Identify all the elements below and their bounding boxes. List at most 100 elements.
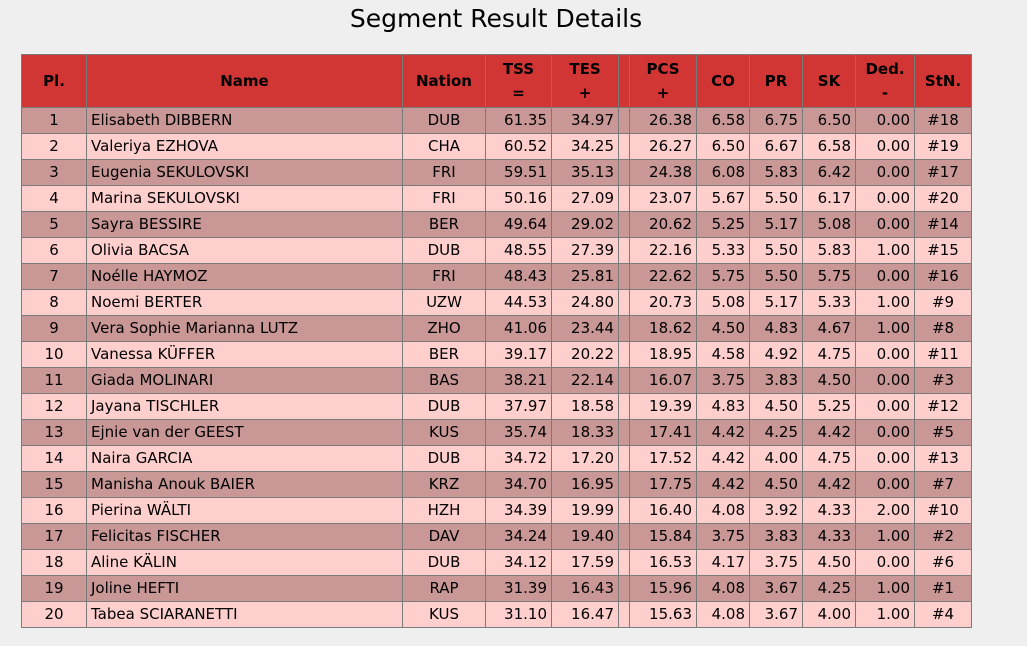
cell-separator	[618, 575, 630, 602]
cell-name: Felicitas FISCHER	[86, 523, 403, 550]
cell-tes: 27.39	[551, 237, 619, 264]
cell-co: 4.42	[696, 445, 750, 472]
header-pcs-operator: +	[656, 84, 670, 102]
header-co: CO	[696, 54, 750, 108]
cell-pcs: 17.75	[629, 471, 697, 498]
cell-pcs: 26.38	[629, 107, 697, 134]
cell-pr: 6.67	[749, 133, 803, 160]
cell-pl: 5	[21, 211, 87, 238]
header-ded: Ded. -	[855, 54, 915, 108]
cell-ded: 2.00	[855, 497, 915, 524]
cell-pl: 8	[21, 289, 87, 316]
cell-tes: 35.13	[551, 159, 619, 186]
cell-pcs: 26.27	[629, 133, 697, 160]
cell-tes: 19.99	[551, 497, 619, 524]
cell-pr: 6.75	[749, 107, 803, 134]
cell-nation: KUS	[402, 419, 486, 446]
cell-separator	[618, 107, 630, 134]
cell-ded: 1.00	[855, 237, 915, 264]
cell-co: 4.17	[696, 549, 750, 576]
cell-pr: 5.17	[749, 289, 803, 316]
cell-pr: 5.17	[749, 211, 803, 238]
table-row: 5 Sayra BESSIRE BER 49.64 29.02 20.62 5.25 5.17…	[21, 211, 972, 238]
cell-pcs: 16.40	[629, 497, 697, 524]
cell-name: Joline HEFTI	[86, 575, 403, 602]
cell-sk: 5.83	[802, 237, 856, 264]
cell-nation: CHA	[402, 133, 486, 160]
cell-tes: 18.58	[551, 393, 619, 420]
cell-nation: KUS	[402, 601, 486, 628]
cell-pl: 4	[21, 185, 87, 212]
cell-tss: 37.97	[485, 393, 552, 420]
cell-pcs: 18.62	[629, 315, 697, 342]
cell-stn: #15	[914, 237, 972, 264]
table-row: 1 Elisabeth DIBBERN DUB 61.35 34.97 26.38 6.58…	[21, 107, 972, 134]
table-row: 2 Valeriya EZHOVA CHA 60.52 34.25 26.27 6.50 6.…	[21, 133, 972, 160]
cell-tss: 49.64	[485, 211, 552, 238]
cell-pcs: 23.07	[629, 185, 697, 212]
cell-nation: DUB	[402, 237, 486, 264]
cell-pr: 5.50	[749, 263, 803, 290]
cell-pcs: 16.07	[629, 367, 697, 394]
cell-pcs: 17.52	[629, 445, 697, 472]
cell-sk: 4.25	[802, 575, 856, 602]
cell-separator	[618, 471, 630, 498]
cell-tss: 39.17	[485, 341, 552, 368]
cell-co: 4.42	[696, 471, 750, 498]
cell-ded: 0.00	[855, 367, 915, 394]
cell-name: Tabea SCIARANETTI	[86, 601, 403, 628]
cell-ded: 0.00	[855, 133, 915, 160]
cell-separator	[618, 237, 630, 264]
cell-pcs: 20.73	[629, 289, 697, 316]
cell-nation: UZW	[402, 289, 486, 316]
cell-pcs: 22.62	[629, 263, 697, 290]
cell-co: 4.08	[696, 601, 750, 628]
cell-pl: 7	[21, 263, 87, 290]
cell-tes: 16.43	[551, 575, 619, 602]
cell-pl: 10	[21, 341, 87, 368]
cell-stn: #5	[914, 419, 972, 446]
cell-tss: 31.39	[485, 575, 552, 602]
cell-co: 4.50	[696, 315, 750, 342]
cell-sk: 6.58	[802, 133, 856, 160]
cell-sk: 4.50	[802, 367, 856, 394]
cell-tss: 34.72	[485, 445, 552, 472]
cell-ded: 0.00	[855, 393, 915, 420]
cell-name: Eugenia SEKULOVSKI	[86, 159, 403, 186]
table-row: 11 Giada MOLINARI BAS 38.21 22.14 16.07 3.75 3.…	[21, 367, 972, 394]
cell-pcs: 24.38	[629, 159, 697, 186]
cell-pcs: 16.53	[629, 549, 697, 576]
cell-pr: 3.92	[749, 497, 803, 524]
cell-tes: 24.80	[551, 289, 619, 316]
cell-name: Jayana TISCHLER	[86, 393, 403, 420]
cell-nation: ZHO	[402, 315, 486, 342]
cell-pl: 13	[21, 419, 87, 446]
cell-nation: BAS	[402, 367, 486, 394]
cell-stn: #12	[914, 393, 972, 420]
table-row: 17 Felicitas FISCHER DAV 34.24 19.40 15.84 3.7…	[21, 523, 972, 550]
table-row: 8 Noemi BERTER UZW 44.53 24.80 20.73 5.08 5.17 5…	[21, 289, 972, 316]
cell-tes: 20.22	[551, 341, 619, 368]
cell-ded: 0.00	[855, 185, 915, 212]
cell-pl: 18	[21, 549, 87, 576]
header-ded-label: Ded.	[865, 60, 905, 78]
cell-separator	[618, 393, 630, 420]
cell-ded: 0.00	[855, 549, 915, 576]
cell-pr: 3.83	[749, 367, 803, 394]
cell-co: 5.25	[696, 211, 750, 238]
cell-separator	[618, 263, 630, 290]
table-row: 15 Manisha Anouk BAIER KRZ 34.70 16.95 17.75 4…	[21, 471, 972, 498]
cell-tes: 34.97	[551, 107, 619, 134]
cell-stn: #17	[914, 159, 972, 186]
header-row: Pl. Name Nation TSS = TES + PCS + CO PR …	[21, 54, 972, 108]
cell-co: 4.08	[696, 497, 750, 524]
cell-sk: 4.00	[802, 601, 856, 628]
header-nation: Nation	[402, 54, 486, 108]
cell-pl: 14	[21, 445, 87, 472]
cell-ded: 0.00	[855, 211, 915, 238]
header-sk: SK	[802, 54, 856, 108]
cell-ded: 1.00	[855, 315, 915, 342]
cell-stn: #20	[914, 185, 972, 212]
cell-co: 5.08	[696, 289, 750, 316]
cell-tss: 48.55	[485, 237, 552, 264]
